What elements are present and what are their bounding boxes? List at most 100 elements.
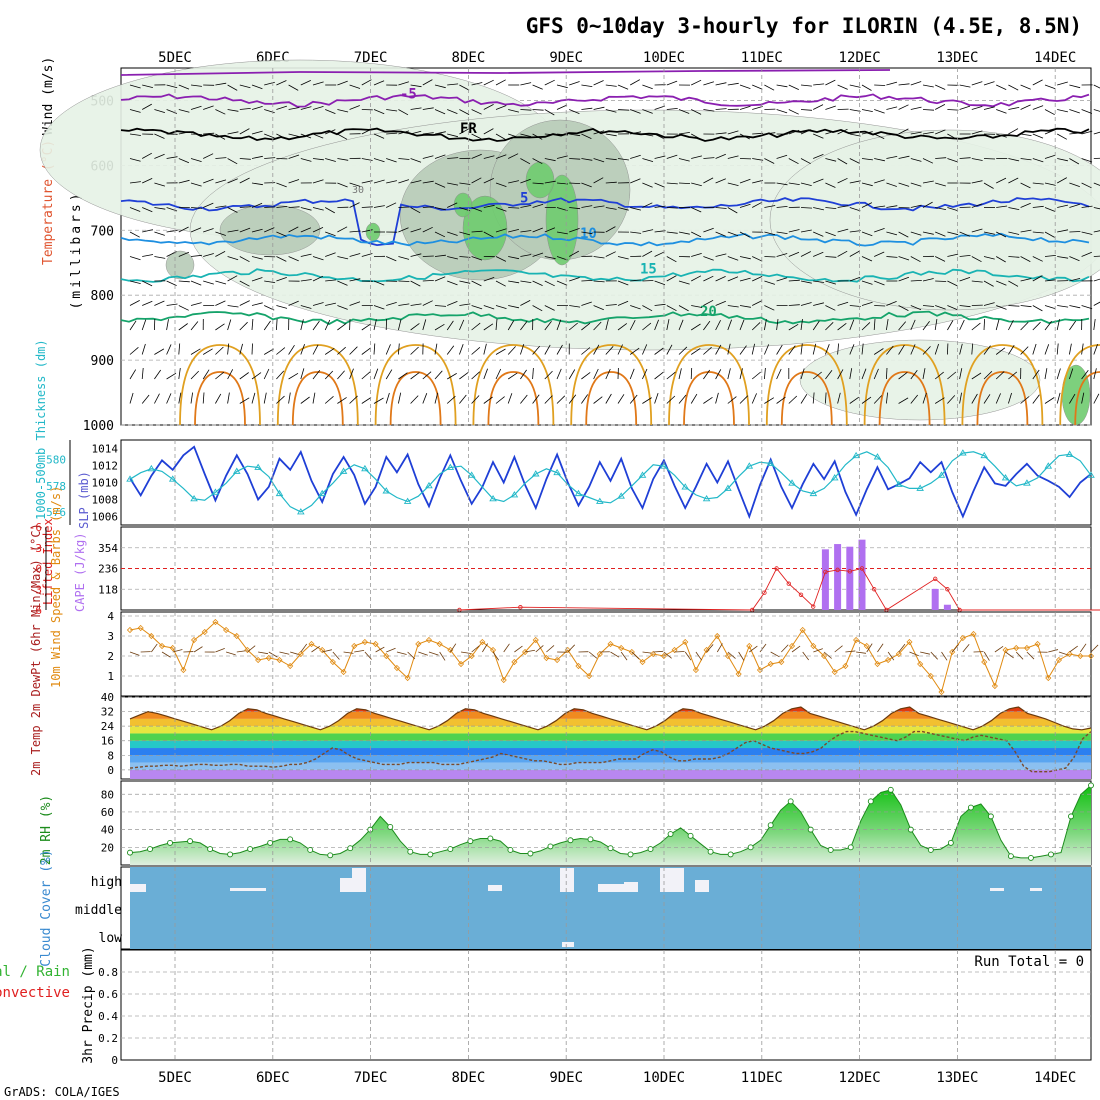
wind-barb — [996, 177, 1007, 184]
wind-barb — [251, 256, 263, 260]
wind-barb — [1057, 305, 1069, 308]
wind-barb — [776, 84, 788, 88]
wind-barb — [947, 343, 949, 355]
wind10m-barb — [343, 651, 354, 654]
run-total-annotation: Run Total = 0 — [974, 954, 1084, 970]
wind-barb — [215, 109, 226, 115]
wind-barb — [325, 109, 336, 114]
li-point — [847, 569, 852, 574]
thickness-point — [361, 464, 369, 472]
wind-barb — [971, 372, 982, 380]
cloud-gap — [230, 888, 266, 891]
wind-barb — [1093, 109, 1100, 112]
wind-barb — [605, 207, 617, 210]
wind-barb — [825, 322, 834, 331]
wind-barb — [849, 133, 861, 137]
wind-barb — [129, 320, 137, 331]
wind10m-tick-label: 2 — [107, 650, 114, 663]
wind-barb — [239, 343, 243, 355]
wind-barb — [398, 158, 410, 160]
wind-barb — [752, 158, 764, 161]
wind-barb — [642, 158, 654, 162]
wind-barb — [605, 158, 617, 161]
wind-barb — [471, 280, 482, 287]
wind-barb — [312, 227, 324, 233]
wind10m-point — [500, 676, 507, 684]
wind-barb — [776, 396, 786, 404]
wind10m-point — [820, 652, 828, 660]
wind-barb — [166, 156, 178, 159]
wind-barb — [251, 228, 263, 233]
wind-barb — [849, 305, 861, 307]
wind-barb — [922, 201, 933, 208]
wind-barb — [251, 182, 263, 186]
wind-barb — [678, 319, 684, 331]
wind-barb — [1044, 344, 1050, 355]
wind-barb — [386, 132, 398, 135]
wind-barb — [300, 106, 312, 110]
wind-barb — [373, 179, 385, 184]
wind10m-barb — [514, 645, 523, 653]
wind-barb — [886, 367, 888, 380]
wind-barb — [776, 154, 788, 159]
rh2m-point — [167, 839, 173, 846]
wind10m-point — [522, 648, 529, 656]
wind-barb — [1032, 182, 1044, 185]
thickness-point — [809, 489, 818, 497]
wind-barb — [178, 131, 190, 135]
wind-barb — [642, 229, 654, 233]
temp-tick-label: 0 — [107, 764, 114, 777]
wind-barb — [386, 109, 398, 112]
top-date-label: 9DEC — [549, 50, 583, 66]
wind10m-barb — [610, 651, 620, 658]
wind-barb — [910, 158, 922, 162]
li-point — [798, 592, 804, 597]
wind-barb — [349, 395, 358, 404]
wind-barb — [1093, 393, 1100, 404]
wind-barb — [556, 104, 568, 110]
wind-barb — [398, 81, 410, 86]
wind-barb — [947, 395, 956, 404]
wind-barb — [544, 344, 551, 355]
wind-barb — [654, 182, 665, 188]
wind10m-point — [1002, 646, 1009, 654]
wind-barb — [971, 256, 982, 263]
wind-barb — [642, 397, 652, 404]
wind-barb — [263, 348, 274, 355]
rh2m-point — [147, 846, 153, 853]
rh2m-point — [767, 822, 774, 829]
wind10m-barb — [781, 644, 789, 653]
wind-barb — [1056, 319, 1060, 331]
rh2m-point — [407, 848, 414, 855]
rh2m-point — [667, 831, 674, 838]
thickness-point — [467, 471, 476, 478]
wind10m-barb — [460, 651, 471, 654]
wind-barb — [312, 207, 324, 211]
wind-barb — [178, 84, 190, 90]
wind10m-point — [415, 640, 422, 648]
rh2m-point — [867, 798, 874, 805]
temp-tick-label: 32 — [101, 706, 114, 719]
wind-barb — [715, 392, 719, 404]
top-date-label: 11DEC — [741, 50, 783, 66]
wind-barb — [166, 84, 178, 89]
wind-barb — [349, 84, 361, 89]
wind-barb — [874, 109, 885, 114]
wind-barb — [471, 109, 482, 115]
wind-barb — [837, 158, 848, 165]
wind-barb — [1069, 343, 1072, 355]
wind-barb — [788, 304, 800, 306]
wind-barb — [1081, 109, 1093, 114]
wind-barb — [398, 256, 410, 260]
wind-barb — [471, 346, 481, 355]
wind-barb — [422, 180, 434, 184]
top-date-label: 13DEC — [936, 50, 978, 66]
wind-barb — [727, 305, 739, 308]
wind-barb — [1069, 231, 1081, 233]
wind-barb — [751, 322, 761, 331]
wind-barb — [935, 84, 946, 90]
wind-barb — [1020, 256, 1031, 262]
wind-barb — [922, 320, 930, 331]
temp-color-band — [130, 733, 1091, 741]
slp-axis-label: SLP (mb) — [77, 471, 91, 529]
